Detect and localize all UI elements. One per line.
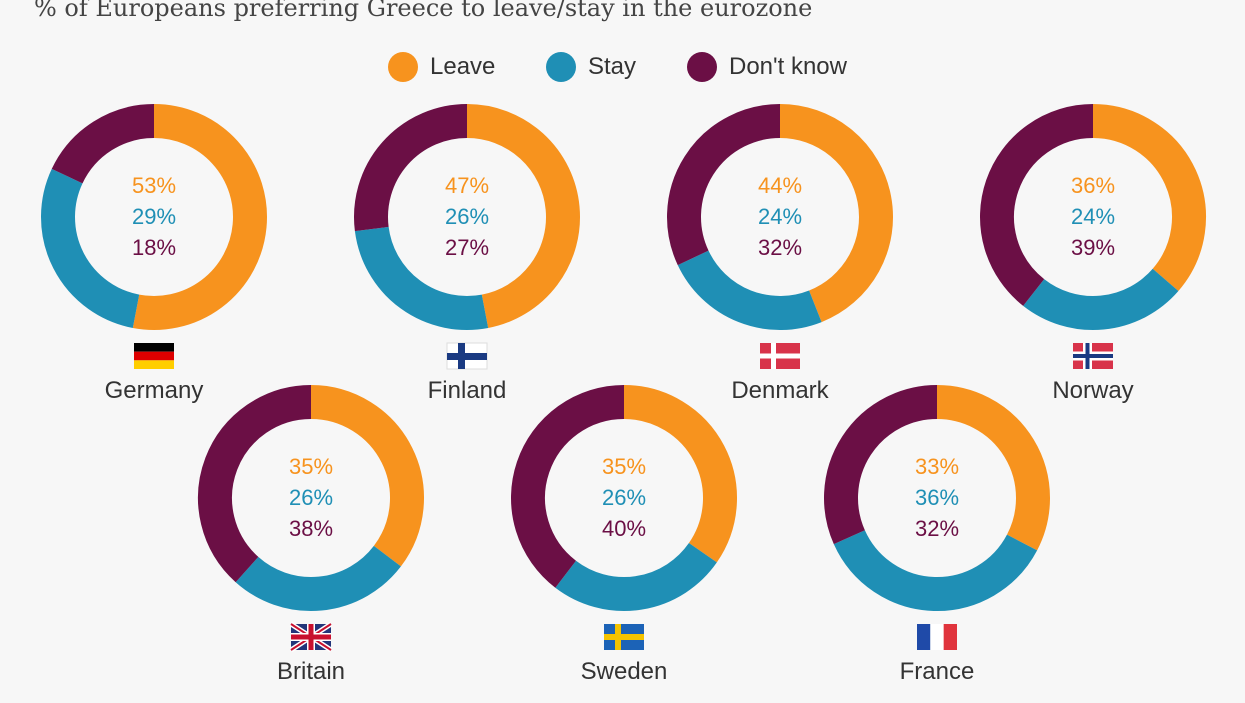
legend-item-dont-know: Don't know xyxy=(687,52,847,82)
denmark-flag xyxy=(760,343,800,369)
label-france-stay: 36% xyxy=(915,485,959,510)
label-germany-dont-know: 18% xyxy=(132,235,176,260)
slice-finland-dont-know xyxy=(354,104,468,232)
label-germany-leave: 53% xyxy=(132,173,176,198)
slice-germany-dont-know xyxy=(51,104,155,184)
label-sweden-stay: 26% xyxy=(602,485,646,510)
slice-sweden-stay xyxy=(555,542,717,611)
label-finland-stay: 26% xyxy=(445,204,489,229)
legend-label-leave: Leave xyxy=(430,53,496,80)
slice-france-stay xyxy=(833,529,1038,611)
donut-britain: 35% 26% 38% Britain xyxy=(198,385,424,685)
label-denmark-stay: 24% xyxy=(758,204,802,229)
legend-dot-dont-know xyxy=(687,52,717,82)
slice-britain-dont-know xyxy=(198,385,312,583)
label-norway-stay: 24% xyxy=(1071,204,1115,229)
donut-denmark: 44% 24% 32% Denmark xyxy=(667,104,893,404)
chart-subtitle: % of Europeans preferring Greece to leav… xyxy=(34,0,813,22)
slice-britain-leave xyxy=(310,385,424,567)
label-denmark-dont-know: 32% xyxy=(758,235,802,260)
uk-flag xyxy=(289,621,333,653)
label-norway-leave: 36% xyxy=(1071,173,1115,198)
chart-legend: Leave Stay Don't know xyxy=(0,52,1245,88)
country-label-britain: Britain xyxy=(277,658,345,685)
slice-norway-leave xyxy=(1092,104,1206,291)
legend-label-stay: Stay xyxy=(588,53,637,80)
slice-denmark-leave xyxy=(779,104,893,323)
slice-france-leave xyxy=(936,385,1050,551)
label-britain-stay: 26% xyxy=(289,485,333,510)
label-britain-leave: 35% xyxy=(289,454,333,479)
country-label-norway: Norway xyxy=(1052,377,1133,404)
slice-denmark-dont-know xyxy=(667,104,781,266)
sweden-flag xyxy=(604,624,644,650)
legend-item-leave: Leave xyxy=(388,52,495,82)
legend-dot-stay xyxy=(546,52,576,82)
slice-sweden-dont-know xyxy=(511,385,625,588)
label-sweden-dont-know: 40% xyxy=(602,516,646,541)
label-finland-leave: 47% xyxy=(445,173,489,198)
label-france-leave: 33% xyxy=(915,454,959,479)
country-label-france: France xyxy=(900,658,975,685)
slice-norway-dont-know xyxy=(980,104,1094,306)
donut-finland: 47% 26% 27% Finland xyxy=(354,104,580,404)
donut-france: 33% 36% 32% France xyxy=(824,385,1050,685)
donut-germany: 53% 29% 18% Germany xyxy=(41,104,267,404)
country-label-finland: Finland xyxy=(428,377,507,404)
label-finland-dont-know: 27% xyxy=(445,235,489,260)
slice-germany-stay xyxy=(41,168,140,328)
slice-finland-leave xyxy=(466,104,580,328)
slice-france-dont-know xyxy=(824,385,938,545)
label-france-dont-know: 32% xyxy=(915,516,959,541)
label-britain-dont-know: 38% xyxy=(289,516,333,541)
slice-denmark-stay xyxy=(677,250,822,330)
slice-britain-stay xyxy=(235,545,401,611)
norway-flag xyxy=(1073,343,1113,369)
slice-finland-stay xyxy=(354,226,489,330)
country-label-sweden: Sweden xyxy=(581,658,668,685)
slice-germany-leave xyxy=(132,104,267,330)
france-flag xyxy=(917,624,957,650)
label-norway-dont-know: 39% xyxy=(1071,235,1115,260)
slice-sweden-leave xyxy=(623,385,737,563)
legend-item-stay: Stay xyxy=(546,52,636,82)
finland-flag xyxy=(446,342,488,370)
germany-flag xyxy=(134,343,174,369)
slice-norway-stay xyxy=(1023,268,1179,330)
legend-label-dont-know: Don't know xyxy=(729,53,847,80)
donut-sweden: 35% 26% 40% Sweden xyxy=(511,385,737,685)
country-label-denmark: Denmark xyxy=(731,377,829,404)
label-sweden-leave: 35% xyxy=(602,454,646,479)
donut-norway: 36% 24% 39% Norway xyxy=(980,104,1206,404)
country-label-germany: Germany xyxy=(105,377,204,404)
legend-dot-leave xyxy=(388,52,418,82)
label-germany-stay: 29% xyxy=(132,204,176,229)
label-denmark-leave: 44% xyxy=(758,173,802,198)
